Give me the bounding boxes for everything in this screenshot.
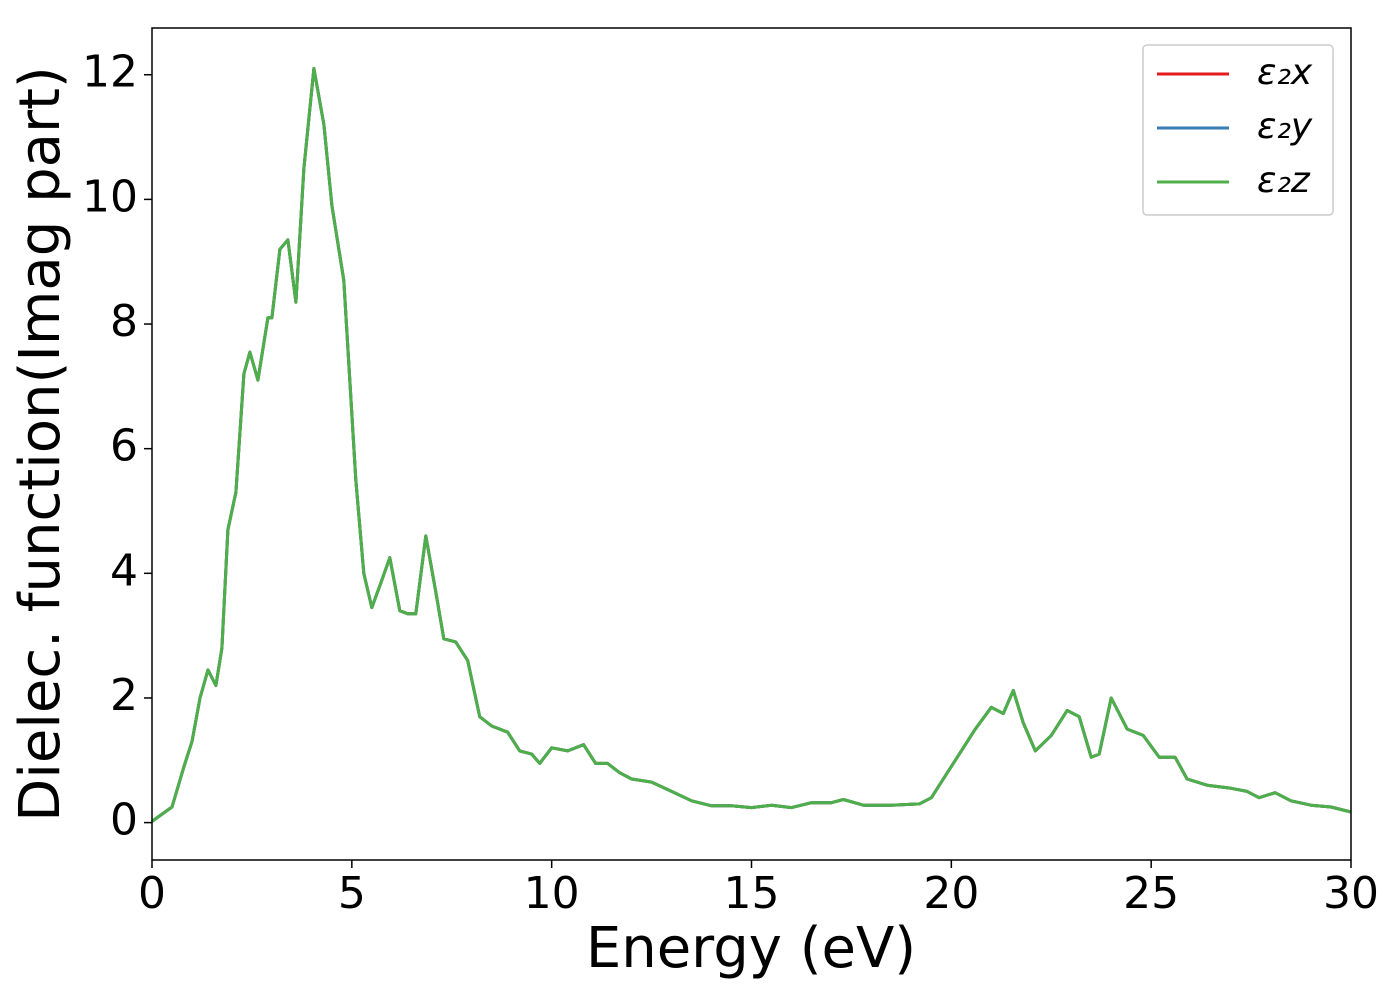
x-tick-label: 20 [923, 868, 979, 919]
line-series [151, 67, 1352, 823]
x-tick-label: 0 [138, 868, 166, 919]
y-axis-label: Dielec. function(Imag part) [8, 66, 73, 822]
legend-box [1142, 44, 1334, 216]
y-tick-label: 2 [110, 670, 138, 721]
legend-label: ε₂x [1257, 52, 1313, 93]
x-tick-label: 5 [338, 868, 366, 919]
plot-frame [151, 27, 1352, 861]
y-tick-label: 10 [82, 171, 138, 222]
x-axis-label: Energy (eV) [586, 916, 916, 981]
y-tick-label: 12 [82, 47, 138, 98]
y-tick-label: 4 [110, 545, 138, 596]
legend-label: ε₂y [1257, 106, 1313, 147]
x-tick-label: 25 [1123, 868, 1179, 919]
y-tick-label: 8 [110, 296, 138, 347]
legend-label: ε₂z [1257, 160, 1311, 201]
y-tick-label: 6 [110, 421, 138, 472]
x-tick-label: 10 [524, 868, 580, 919]
x-tick-label: 30 [1323, 868, 1379, 919]
x-tick-label: 15 [724, 868, 780, 919]
y-tick-label: 0 [110, 795, 138, 846]
